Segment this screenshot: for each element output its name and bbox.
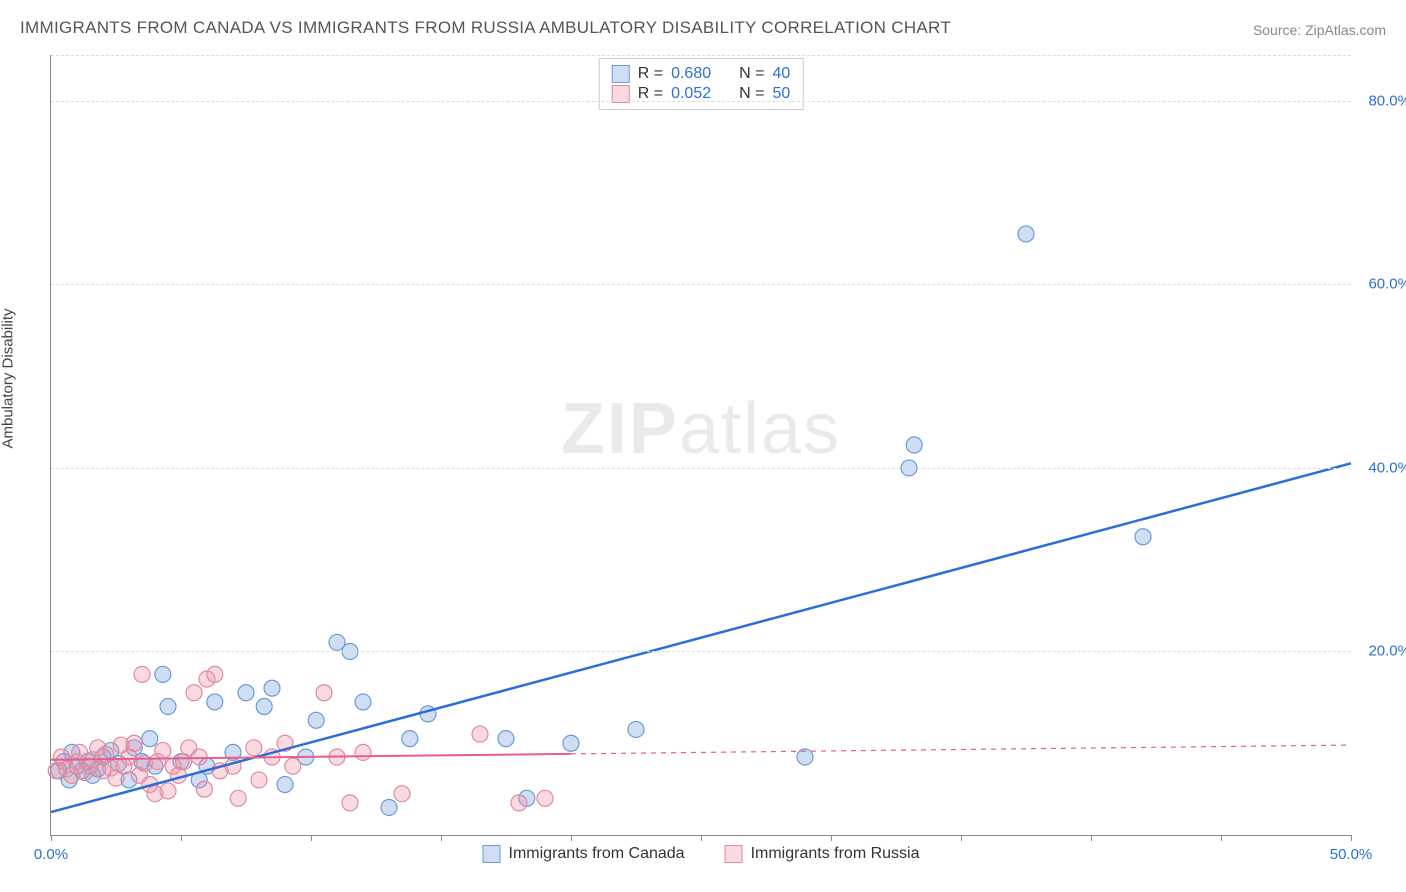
- data-point: [126, 735, 142, 751]
- data-point: [160, 783, 176, 799]
- data-point: [381, 799, 397, 815]
- legend-series: Immigrants from Canada Immigrants from R…: [483, 845, 920, 863]
- source-label: Source: ZipAtlas.com: [1253, 22, 1386, 38]
- data-point: [628, 721, 644, 737]
- data-point: [498, 731, 514, 747]
- legend-label-russia: Immigrants from Russia: [751, 845, 920, 863]
- data-point: [207, 666, 223, 682]
- y-tick-label: 40.0%: [1368, 459, 1406, 476]
- data-point: [277, 777, 293, 793]
- data-point: [563, 735, 579, 751]
- data-point: [160, 699, 176, 715]
- data-point: [251, 772, 267, 788]
- plot-area: ZIPatlas R = 0.680 N = 40 R = 0.052 N = …: [50, 55, 1351, 836]
- legend-item-canada: Immigrants from Canada: [483, 845, 685, 863]
- data-point: [230, 790, 246, 806]
- data-point: [1018, 226, 1034, 242]
- data-point: [191, 749, 207, 765]
- data-point: [1135, 529, 1151, 545]
- x-tick-label: 0.0%: [34, 846, 68, 863]
- trend-line-dashed: [571, 745, 1351, 754]
- data-point: [207, 694, 223, 710]
- data-point: [142, 731, 158, 747]
- data-point: [511, 795, 527, 811]
- legend-label-canada: Immigrants from Canada: [509, 845, 685, 863]
- data-point: [134, 666, 150, 682]
- chart-svg: [51, 55, 1351, 835]
- data-point: [196, 781, 212, 797]
- data-point: [285, 758, 301, 774]
- y-tick-label: 80.0%: [1368, 92, 1406, 109]
- legend-item-russia: Immigrants from Russia: [725, 845, 920, 863]
- data-point: [155, 666, 171, 682]
- data-point: [256, 699, 272, 715]
- data-point: [246, 740, 262, 756]
- y-tick-label: 60.0%: [1368, 276, 1406, 293]
- data-point: [238, 685, 254, 701]
- data-point: [355, 694, 371, 710]
- chart-title: IMMIGRANTS FROM CANADA VS IMMIGRANTS FRO…: [20, 18, 951, 38]
- y-axis-label: Ambulatory Disability: [0, 308, 17, 448]
- trend-line: [51, 463, 1351, 812]
- data-point: [308, 712, 324, 728]
- data-point: [186, 685, 202, 701]
- data-point: [402, 731, 418, 747]
- y-tick-label: 20.0%: [1368, 643, 1406, 660]
- data-point: [155, 743, 171, 759]
- swatch-pink-icon: [725, 845, 743, 863]
- x-tick-label: 50.0%: [1330, 846, 1373, 863]
- data-point: [342, 795, 358, 811]
- data-point: [316, 685, 332, 701]
- data-point: [537, 790, 553, 806]
- data-point: [472, 726, 488, 742]
- data-point: [906, 437, 922, 453]
- data-point: [355, 744, 371, 760]
- swatch-blue-icon: [483, 845, 501, 863]
- data-point: [264, 680, 280, 696]
- data-point: [394, 786, 410, 802]
